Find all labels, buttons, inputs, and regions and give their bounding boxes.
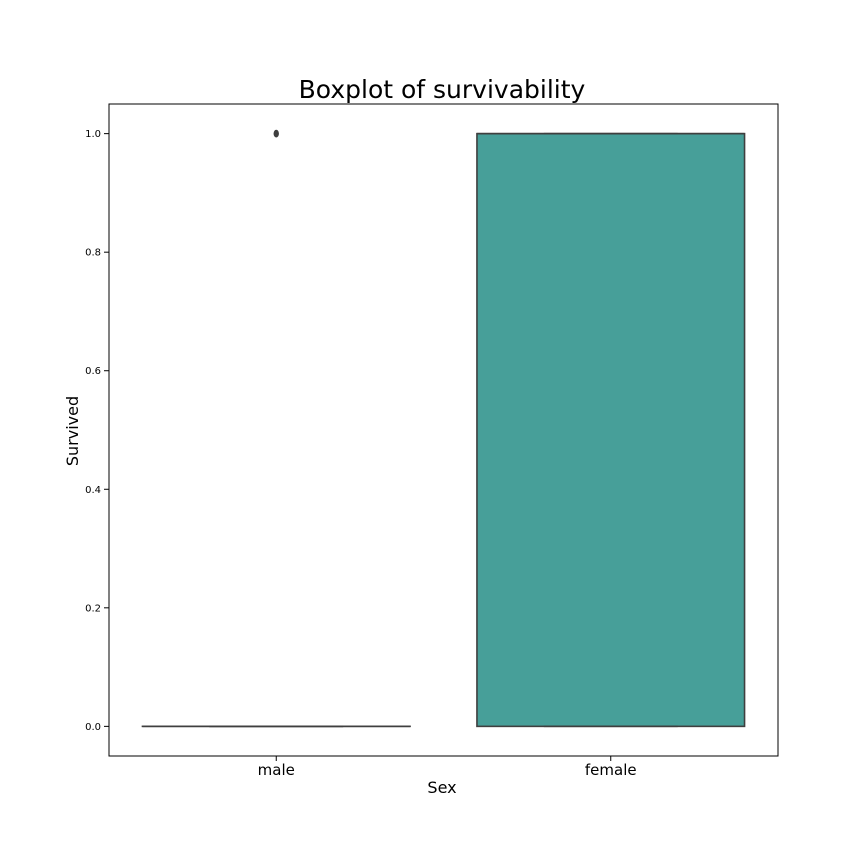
axes-frame	[108, 103, 779, 757]
y-tick-label: 1.0	[85, 129, 101, 140]
x-tick-label: male	[258, 761, 295, 779]
chart-title: Boxplot of survivability	[299, 75, 586, 104]
y-tick-label: 0.6	[85, 366, 101, 377]
y-tick-label: 0.0	[85, 722, 101, 733]
y-tick-label: 0.8	[85, 248, 101, 259]
y-tick-label: 0.2	[85, 603, 101, 614]
x-tick-label: female	[585, 761, 637, 779]
y-axis-ticks: 0.0 0.2 0.4 0.6 0.8 1.0	[85, 129, 109, 733]
plot-area	[108, 103, 779, 757]
y-axis-label: Survived	[63, 396, 82, 466]
y-tick-label: 0.4	[85, 485, 101, 496]
x-axis-ticks: male female	[258, 756, 637, 779]
outlier-male	[273, 129, 279, 138]
x-axis-label: Sex	[427, 778, 456, 797]
box-female	[476, 132, 746, 728]
